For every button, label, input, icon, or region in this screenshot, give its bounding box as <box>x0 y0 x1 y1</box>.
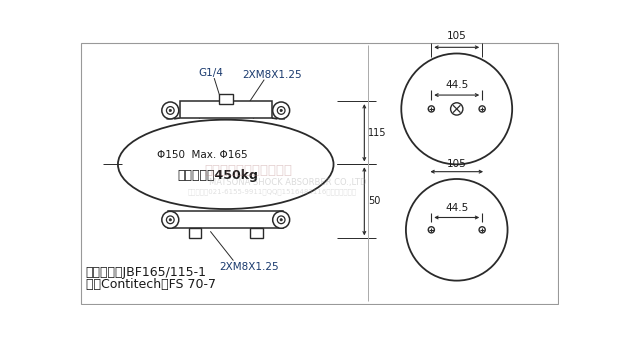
Circle shape <box>280 109 282 111</box>
Text: 50: 50 <box>368 196 381 206</box>
Text: G1/4: G1/4 <box>198 68 223 78</box>
Circle shape <box>428 106 434 112</box>
Text: 2XM8X1.25: 2XM8X1.25 <box>242 70 302 80</box>
Circle shape <box>479 227 485 233</box>
Circle shape <box>273 211 290 228</box>
Circle shape <box>273 102 290 119</box>
Circle shape <box>277 107 285 114</box>
Circle shape <box>162 211 179 228</box>
Text: 2XM8X1.25: 2XM8X1.25 <box>219 262 278 272</box>
Bar <box>219 94 232 104</box>
Circle shape <box>280 218 282 221</box>
Circle shape <box>479 106 485 112</box>
Text: 产品型号：JBF165/115-1: 产品型号：JBF165/115-1 <box>85 266 207 279</box>
Circle shape <box>401 54 512 164</box>
Text: 联系电话：021-6155-9911，QQ：1516483116，微信：同手机: 联系电话：021-6155-9911，QQ：1516483116，微信：同手机 <box>188 188 356 194</box>
Text: MATSONA SHOCK ABSORBER CO.,LTD: MATSONA SHOCK ABSORBER CO.,LTD <box>209 178 366 187</box>
Circle shape <box>166 216 174 224</box>
Bar <box>250 227 263 238</box>
Text: 44.5: 44.5 <box>445 203 468 213</box>
Ellipse shape <box>118 120 333 209</box>
Text: 上海松夏减震器有限公司: 上海松夏减震器有限公司 <box>205 164 293 177</box>
Circle shape <box>277 216 285 224</box>
Text: Φ150  Max. Φ165: Φ150 Max. Φ165 <box>158 150 248 160</box>
Bar <box>179 101 272 118</box>
Circle shape <box>162 102 179 119</box>
Text: 105: 105 <box>447 159 467 169</box>
Circle shape <box>428 227 434 233</box>
Bar <box>189 227 201 238</box>
Circle shape <box>169 218 171 221</box>
Text: 105: 105 <box>447 31 467 41</box>
Circle shape <box>169 109 171 111</box>
Circle shape <box>406 179 508 281</box>
Circle shape <box>450 103 463 115</box>
Text: 对应Contitech：FS 70-7: 对应Contitech：FS 70-7 <box>85 278 216 291</box>
Circle shape <box>166 107 174 114</box>
Text: 115: 115 <box>368 128 387 138</box>
Bar <box>168 211 283 227</box>
Text: 最大承载：450kg: 最大承载：450kg <box>178 169 259 182</box>
Text: 44.5: 44.5 <box>445 81 468 91</box>
